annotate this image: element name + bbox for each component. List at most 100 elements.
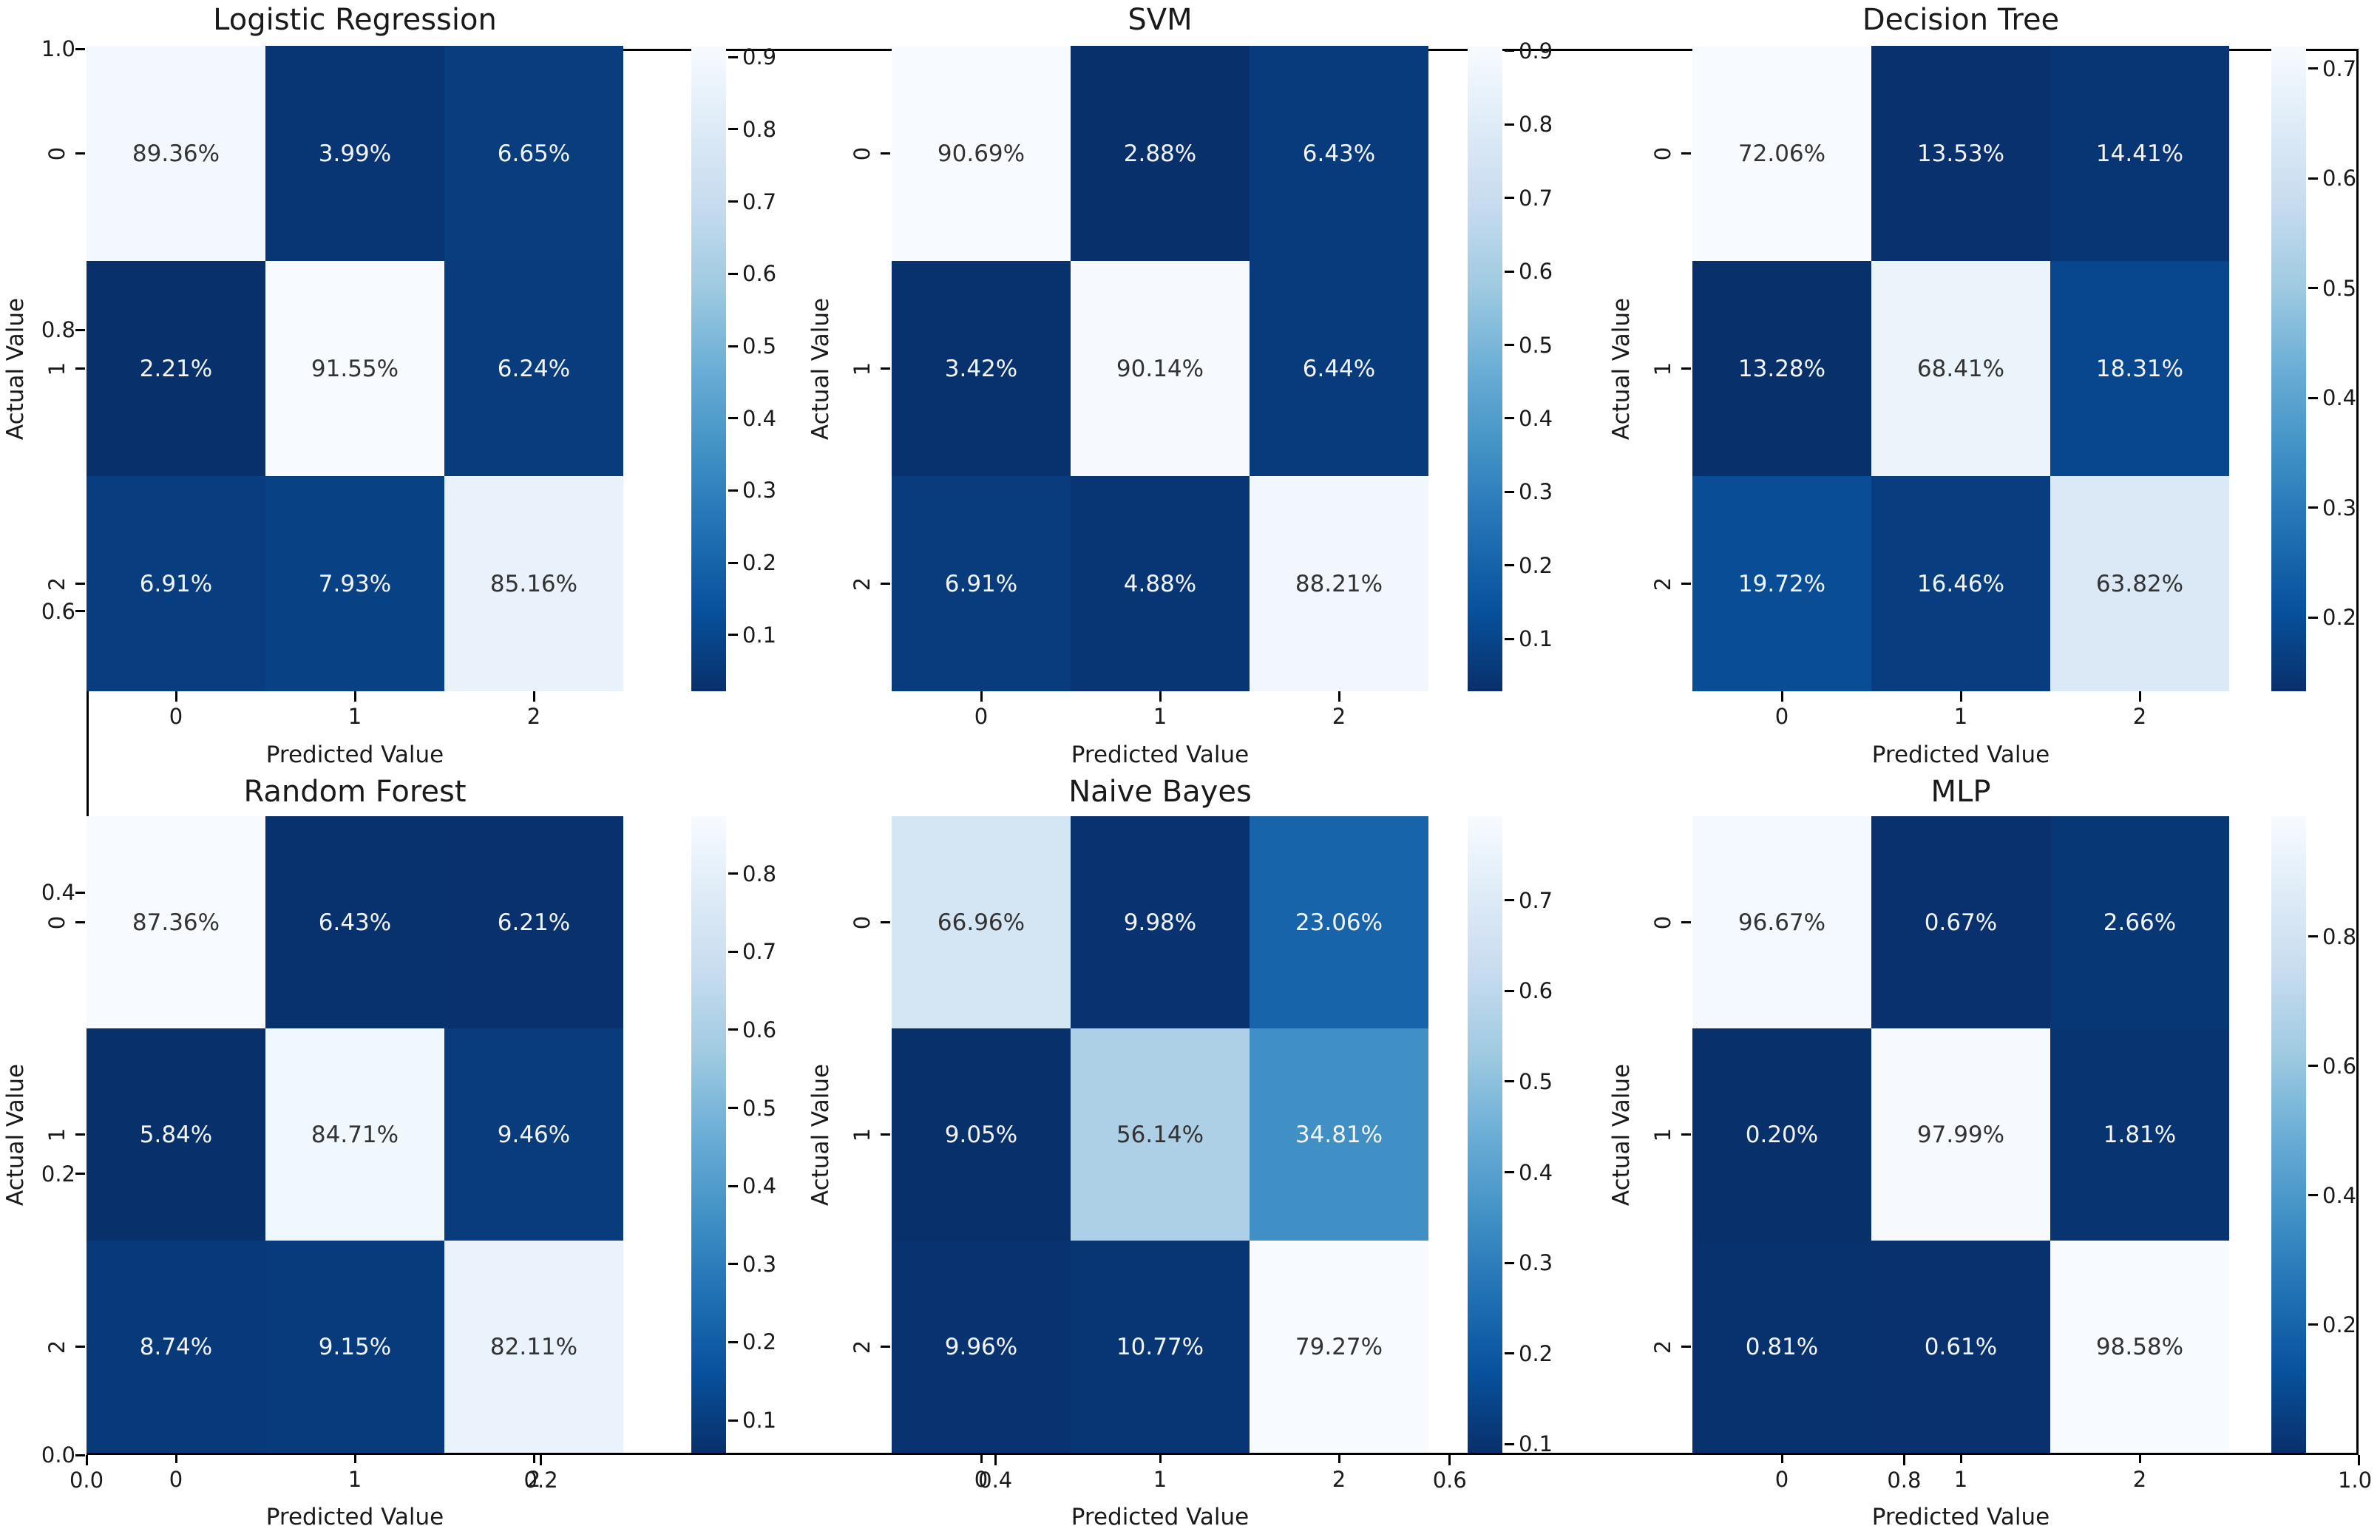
x-tick-mark: [1159, 1453, 1162, 1463]
colorbar-tick-label: 0.2: [2322, 605, 2357, 631]
outer-x-tick-mark: [1902, 1455, 1905, 1465]
colorbar-tick-label: 0.4: [2322, 385, 2357, 411]
cell-value: 96.67%: [1737, 909, 1826, 936]
x-tick-label: 1: [347, 1467, 362, 1492]
x-tick-mark: [980, 1453, 983, 1463]
cell-value: 13.28%: [1737, 355, 1826, 382]
colorbar-tick-mark: [1505, 1442, 1514, 1445]
x-tick-mark: [353, 1453, 356, 1463]
y-tick-mark: [1681, 1133, 1691, 1136]
heatmap-cell: 0.67%: [1871, 816, 2050, 1028]
colorbar-tick-label: 0.5: [1519, 332, 1553, 358]
colorbar-tick-mark: [728, 1263, 738, 1266]
cell-value: 8.74%: [139, 1333, 213, 1360]
y-tick-mark: [881, 1133, 890, 1136]
colorbar-tick-mark: [1505, 1080, 1514, 1083]
colorbar-tick-mark: [2308, 1065, 2318, 1068]
colorbar-tick-mark: [1505, 123, 1514, 126]
y-tick-mark: [881, 583, 890, 585]
heatmap-cell: 6.43%: [265, 816, 444, 1028]
colorbar-tick-label: 0.3: [1519, 479, 1553, 505]
outer-x-tick-mark: [2357, 1455, 2360, 1465]
heatmap-cell: 68.41%: [1871, 261, 2050, 476]
colorbar-tick-mark: [2308, 1194, 2318, 1197]
x-tick-label: 1: [1153, 1467, 1167, 1492]
colorbar-tick-mark: [728, 1107, 738, 1110]
colorbar-tick-label: 0.4: [1519, 1159, 1553, 1185]
heatmap-cell: 89.36%: [87, 46, 265, 261]
colorbar-tick-label: 0.7: [1519, 185, 1553, 211]
x-axis-label: Predicted Value: [265, 1504, 444, 1530]
cell-value: 6.91%: [944, 570, 1018, 597]
outer-x-tick-mark: [540, 1455, 543, 1465]
colorbar-tick-label: 0.6: [1519, 259, 1553, 285]
colorbar-tick-label: 0.4: [1519, 405, 1553, 431]
colorbar-tick-mark: [1505, 197, 1514, 200]
colorbar-tick-mark: [2308, 67, 2318, 70]
heatmap-cell: 13.53%: [1871, 46, 2050, 261]
subplot-title: Random Forest: [243, 775, 467, 809]
x-axis-label: Predicted Value: [1071, 1504, 1250, 1530]
x-tick-label: 0: [974, 1467, 989, 1492]
x-axis-label: Predicted Value: [1071, 742, 1250, 768]
heatmap-cell: 9.15%: [265, 1241, 444, 1453]
x-tick-label: 0: [1774, 704, 1789, 729]
x-tick-label: 0: [974, 704, 989, 729]
heatmap: 89.36% 3.99% 6.65% 2.21% 91.55% 6.24% 6.91% 7.9…: [87, 46, 623, 691]
heatmap-cell: 6.44%: [1250, 261, 1428, 476]
heatmap-cell: 63.82%: [2050, 476, 2229, 691]
x-tick-label: 2: [2132, 704, 2147, 729]
y-tick-label: 0: [44, 146, 69, 160]
colorbar-tick-label: 0.9: [1519, 38, 1553, 64]
heatmap-cell: 2.88%: [1071, 46, 1250, 261]
y-axis-label: Actual Value: [2, 297, 29, 440]
heatmap-cell: 2.21%: [87, 261, 265, 476]
outer-y-tick-label: 0.0: [41, 1442, 75, 1468]
x-tick-label: 0: [169, 704, 183, 729]
heatmap-cell: 6.24%: [444, 261, 623, 476]
cell-value: 87.36%: [132, 909, 220, 936]
y-axis-label: Actual Value: [1608, 297, 1635, 440]
colorbar-tick-mark: [1505, 899, 1514, 902]
heatmap-cell: 0.20%: [1692, 1028, 1871, 1241]
outer-x-tick-label: 0.0: [69, 1468, 104, 1493]
heatmap-cell: 87.36%: [87, 816, 265, 1028]
colorbar-tick-label: 0.7: [742, 189, 777, 214]
colorbar-tick-mark: [728, 489, 738, 492]
y-axis-label: Actual Value: [807, 1063, 834, 1206]
y-tick-mark: [1681, 367, 1691, 370]
heatmap-cell: 6.21%: [444, 816, 623, 1028]
cell-value: 0.67%: [1924, 909, 1998, 936]
cell-value: 66.96%: [937, 909, 1025, 936]
colorbar-tick-mark: [1505, 490, 1514, 493]
colorbar-tick-mark: [1505, 417, 1514, 420]
heatmap-cell: 9.05%: [892, 1028, 1071, 1241]
heatmap-cell: 0.61%: [1871, 1241, 2050, 1453]
y-tick-mark: [1681, 583, 1691, 585]
y-tick-mark: [75, 921, 85, 923]
x-tick-mark: [532, 1453, 535, 1463]
colorbar-tick-mark: [2308, 506, 2318, 509]
colorbar-tick-label: 0.6: [742, 1017, 777, 1042]
colorbar: [1468, 46, 1502, 691]
colorbar-tick-mark: [2308, 1323, 2318, 1326]
colorbar-tick-mark: [728, 128, 738, 131]
outer-y-tick-mark: [75, 610, 85, 613]
x-tick-label: 0: [1774, 1467, 1789, 1492]
y-tick-mark: [1681, 921, 1691, 923]
y-axis-label: Actual Value: [1608, 1063, 1635, 1206]
heatmap-cell: 96.67%: [1692, 816, 1871, 1028]
heatmap-cell: 6.91%: [87, 476, 265, 691]
cell-value: 6.43%: [318, 909, 392, 936]
subplot-title: Logistic Regression: [213, 3, 497, 37]
heatmap-cell: 91.55%: [265, 261, 444, 476]
colorbar-tick-mark: [2308, 616, 2318, 619]
heatmap-cell: 8.74%: [87, 1241, 265, 1453]
y-tick-label: 1: [850, 1127, 875, 1142]
cell-value: 9.96%: [944, 1333, 1018, 1360]
cell-value: 91.55%: [311, 355, 399, 382]
outer-y-tick-label: 1.0: [41, 36, 75, 61]
colorbar-tick-label: 0.4: [742, 1173, 777, 1199]
cell-value: 34.81%: [1295, 1121, 1383, 1148]
x-axis-label: Predicted Value: [265, 742, 444, 768]
